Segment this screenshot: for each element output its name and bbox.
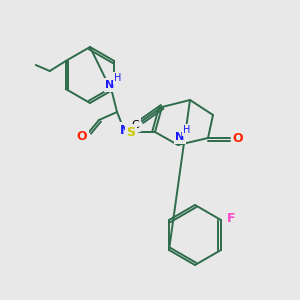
Text: N: N (176, 132, 184, 142)
Text: O: O (233, 131, 243, 145)
Text: H: H (183, 125, 191, 135)
Text: N: N (120, 124, 130, 136)
Text: C: C (131, 120, 139, 130)
Text: F: F (227, 212, 235, 226)
Text: N: N (105, 80, 115, 90)
Text: H: H (114, 73, 122, 83)
Text: S: S (127, 125, 136, 139)
Text: O: O (77, 130, 87, 143)
